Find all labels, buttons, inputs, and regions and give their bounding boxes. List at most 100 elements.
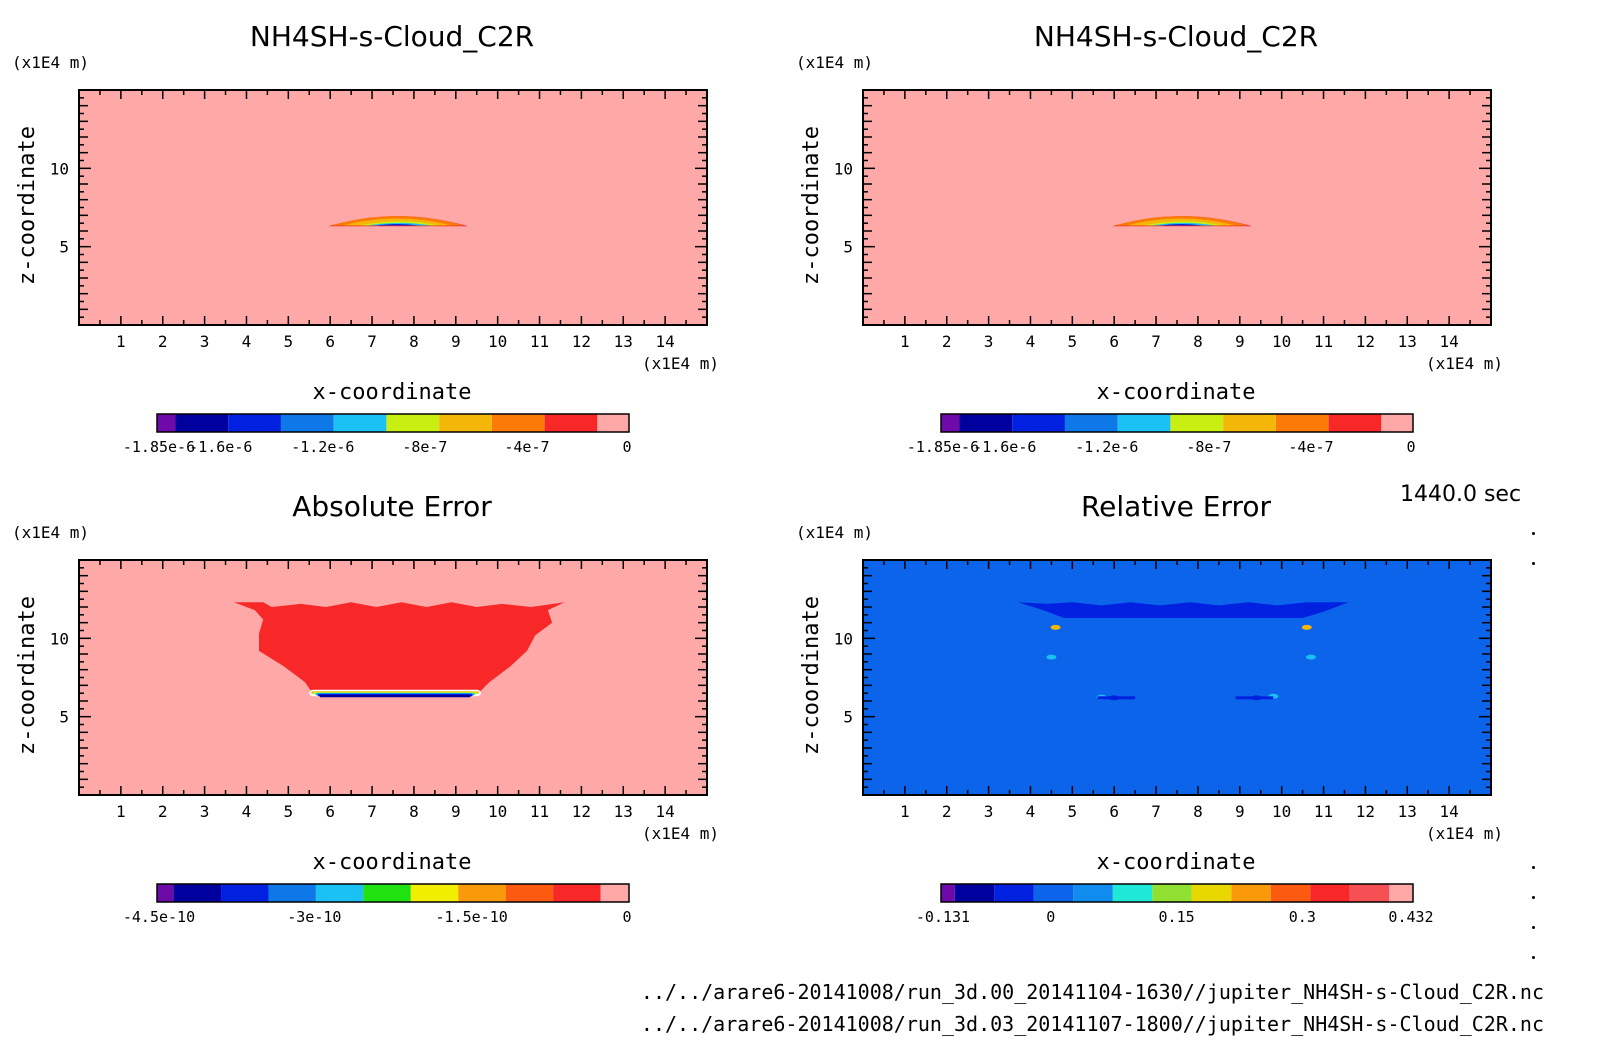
colorbar-tick-label: -8e-7 — [1186, 438, 1231, 456]
y-tick-label: 5 — [843, 238, 853, 257]
colorbar-bin — [280, 414, 334, 432]
x-tick-label: 13 — [614, 332, 633, 351]
decor-dot — [1532, 532, 1535, 535]
chart-title: Absolute Error — [292, 490, 492, 523]
chart-panel: Relative Error(x1E4 m)1 2 3 4 5 6 7 8 9 10 11 12 13 1… — [796, 490, 1503, 926]
x-tick-label: 2 — [158, 802, 168, 821]
x-tick-label: 9 — [451, 802, 461, 821]
axis-ticks — [79, 90, 707, 325]
colorbar-tick-label: 0 — [1406, 438, 1415, 456]
colorbar-tick-label: -4e-7 — [504, 438, 549, 456]
x-tick-label: 5 — [284, 802, 294, 821]
colorbar-bin — [544, 414, 598, 432]
plot-area — [863, 90, 1491, 325]
colorbar-bin — [458, 884, 506, 902]
x-tick-label: 5 — [284, 332, 294, 351]
colorbar-bin — [959, 414, 1013, 432]
colorbar-bin — [1112, 884, 1153, 902]
decor-dot — [1532, 866, 1535, 869]
colorbar-bin — [363, 884, 411, 902]
colorbar-bin — [1012, 414, 1065, 432]
axis-ticks — [863, 90, 1491, 325]
x-tick-label: 11 — [1314, 332, 1333, 351]
colorbar-bin — [1170, 414, 1224, 432]
x-tick-label: 5 — [1068, 802, 1078, 821]
x-tick-label: 7 — [1151, 802, 1161, 821]
x-tick-label: 14 — [656, 332, 675, 351]
colorbar-bin — [1033, 884, 1074, 902]
x-tick-label: 12 — [1356, 802, 1375, 821]
x-tick-label: 10 — [1272, 802, 1291, 821]
colorbar-frame — [940, 413, 1414, 433]
cloud-mark — [376, 223, 419, 226]
x-tick-label: 10 — [1272, 332, 1291, 351]
x-tick-label: 14 — [1440, 802, 1459, 821]
axis-ticks — [79, 560, 707, 795]
colorbar-bin — [1349, 884, 1390, 902]
colorbar-bin — [1152, 884, 1192, 902]
x-tick-label: 14 — [656, 802, 675, 821]
colorbar-bin — [505, 884, 554, 902]
x-tick-label: 7 — [1151, 332, 1161, 351]
colorbar: -1.85e-6-1.6e-6 -1.2e-6 -8e-7 -4e-7 0 — [123, 413, 632, 456]
colorbar-tick-label: -1.2e-6 — [1075, 438, 1138, 456]
x-tick-label: 4 — [1026, 332, 1036, 351]
x-tick-label: 8 — [409, 802, 419, 821]
colorbar-tick-label: -8e-7 — [402, 438, 447, 456]
colorbar-bin — [1223, 414, 1276, 432]
colorbar-bin — [941, 414, 960, 432]
colorbar-bin — [333, 414, 387, 432]
colorbar-tick-label: -4e-7 — [1288, 438, 1333, 456]
x-tick-label: 7 — [367, 332, 377, 351]
colorbar-bin — [491, 414, 545, 432]
colorbar-frame — [156, 883, 630, 903]
x-tick-label: 1 — [116, 802, 126, 821]
x-tick-label: 1 — [116, 332, 126, 351]
relerr-spot — [1301, 624, 1312, 630]
colorbar-bin — [386, 414, 440, 432]
error-band — [319, 694, 471, 698]
x-tick-label: 8 — [1193, 332, 1203, 351]
x-tick-label: 4 — [242, 802, 252, 821]
x-tick-label: 11 — [530, 332, 549, 351]
colorbar-bin — [1117, 414, 1171, 432]
error-feature — [233, 602, 565, 698]
x-tick-label: 10 — [488, 332, 507, 351]
colorbar-bin — [1381, 414, 1413, 432]
decor-dot — [1532, 562, 1535, 565]
colorbar-tick-label: -1.6e-6 — [189, 438, 252, 456]
colorbar-bin — [175, 414, 229, 432]
colorbar-tick-label: 0.432 — [1388, 908, 1433, 926]
x-tick-label: 14 — [1440, 332, 1459, 351]
y-tick-label: 5 — [843, 708, 853, 727]
colorbar-bin — [1231, 884, 1271, 902]
relerr-band — [1017, 602, 1349, 618]
colorbar-tick-label: -1.85e-6 — [123, 438, 195, 456]
decor-dot — [1532, 926, 1535, 929]
x-tick-label: 13 — [1398, 802, 1417, 821]
y-unit-label: (x1E4 m) — [796, 523, 873, 542]
decor-dot — [1532, 956, 1535, 959]
colorbar: -1.85e-6-1.6e-6 -1.2e-6 -8e-7 -4e-7 0 — [907, 413, 1416, 456]
colorbar-tick-label: -0.131 — [916, 908, 970, 926]
x-tick-label: 13 — [614, 802, 633, 821]
x-tick-label: 4 — [1026, 802, 1036, 821]
chart-title: Relative Error — [1081, 490, 1272, 523]
colorbar-tick-label: -1.5e-10 — [436, 908, 508, 926]
x-axis-label: x-coordinate — [1097, 380, 1256, 405]
x-unit-label: (x1E4 m) — [642, 824, 719, 843]
colorbar-tick-label: 0.15 — [1159, 908, 1195, 926]
colorbar-bin — [228, 414, 281, 432]
x-tick-label: 8 — [1193, 802, 1203, 821]
colorbar-bin — [954, 884, 995, 902]
colorbar-tick-label: -3e-10 — [287, 908, 341, 926]
colorbar-frame — [156, 413, 630, 433]
x-tick-label: 3 — [984, 802, 994, 821]
y-axis-label: z-coordinate — [15, 596, 40, 755]
x-unit-label: (x1E4 m) — [642, 354, 719, 373]
y-tick-label: 10 — [834, 159, 853, 178]
colorbar-tick-label: 0 — [622, 438, 631, 456]
y-unit-label: (x1E4 m) — [796, 53, 873, 72]
x-unit-label: (x1E4 m) — [1426, 354, 1503, 373]
colorbar: -0.131 0 0.15 0.3 0.432 — [916, 883, 1434, 926]
